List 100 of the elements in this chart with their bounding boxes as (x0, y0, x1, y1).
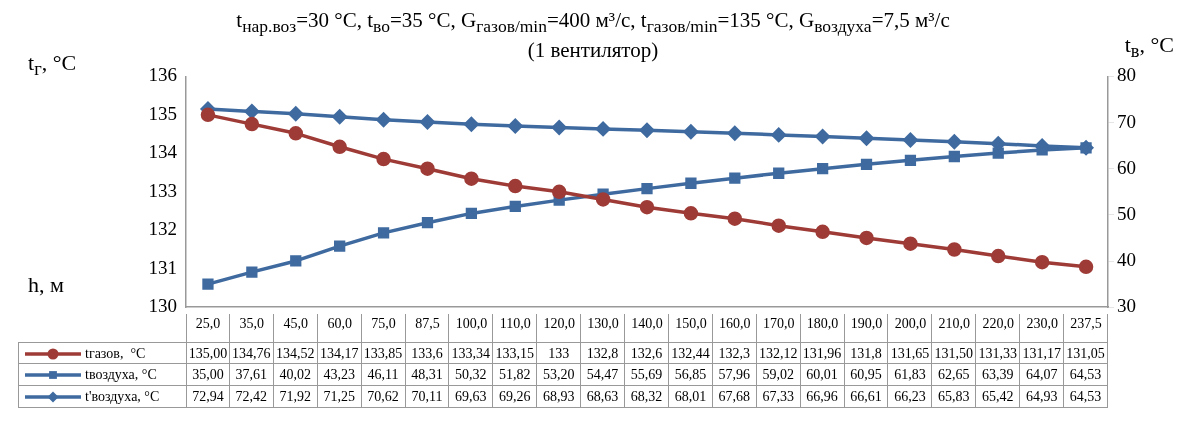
x-tick-label: 210,0 (938, 316, 971, 332)
data-label: 132,3 (712, 342, 757, 365)
x-tick-label: 140,0 (631, 316, 663, 332)
data-label: 131,05 (1064, 342, 1108, 365)
x-tick-label: 230,0 (1026, 316, 1058, 332)
data-label: 48,31 (405, 364, 450, 387)
x-tick-label: 180,0 (806, 316, 839, 332)
data-label: 64,93 (1020, 386, 1065, 409)
data-label: 64,53 (1064, 364, 1108, 387)
data-label: 133,85 (361, 342, 406, 365)
data-label: 50,32 (449, 364, 494, 387)
data-label: 63,39 (976, 364, 1021, 387)
data-label: 72,94 (186, 386, 230, 409)
data-label: 64,07 (1020, 364, 1065, 387)
data-label: 66,61 (844, 386, 889, 409)
x-tick-label: 220,0 (982, 316, 1014, 332)
data-label: 37,61 (229, 364, 274, 387)
data-label: 67,33 (756, 386, 801, 409)
x-tick-label: 45,0 (283, 316, 309, 332)
x-tick-label: 35,0 (239, 316, 265, 332)
y-tick-label: 133 (148, 179, 177, 201)
data-label: 72,42 (229, 386, 274, 409)
legend-label: tгазов, °C (85, 345, 146, 364)
legend-label: t'воздуха, °C (85, 388, 160, 407)
y2-tick-label: 80 (1117, 64, 1136, 86)
y-tick-label: 130 (148, 295, 177, 317)
data-label: 60,01 (800, 364, 845, 387)
data-label: 59,02 (756, 364, 801, 387)
data-label: 61,83 (888, 364, 933, 387)
data-label: 55,69 (625, 364, 669, 387)
data-label: 131,65 (888, 342, 933, 365)
data-label: 131,50 (932, 342, 977, 365)
y-tick-label: 135 (148, 103, 177, 125)
x-tick-label: 100,0 (455, 316, 488, 332)
y2-tick-label: 70 (1117, 110, 1136, 132)
x-tick-label: 200,0 (894, 316, 927, 332)
data-label: 62,65 (932, 364, 977, 387)
y-tick-label: 136 (148, 64, 177, 86)
data-label: 132,6 (625, 342, 669, 365)
y-axis-title: t$_{г}$, °C (28, 50, 77, 81)
data-label: 132,44 (668, 342, 713, 365)
x-tick-label: 190,0 (850, 316, 883, 332)
data-label: 56,85 (668, 364, 713, 387)
data-label: 132,12 (756, 342, 801, 365)
data-label: 131,96 (800, 342, 845, 365)
data-label: 71,92 (273, 386, 318, 409)
x-tick-label: 25,0 (195, 316, 221, 332)
x-tick-label: 237,5 (1070, 316, 1102, 332)
data-label: 131,17 (1020, 342, 1065, 365)
y2-tick-label: 50 (1117, 203, 1136, 225)
data-label: 65,42 (976, 386, 1021, 409)
data-label: 66,23 (888, 386, 933, 409)
data-label: 57,96 (712, 364, 757, 387)
data-label: 68,63 (581, 386, 626, 409)
y2-axis-title: t$_{в}$, °C (1124, 32, 1174, 63)
data-label: 131,33 (976, 342, 1021, 365)
data-label: 131,8 (844, 342, 889, 365)
data-label: 51,82 (493, 364, 538, 387)
data-label: 60,95 (844, 364, 889, 387)
data-label: 35,00 (186, 364, 230, 387)
data-label: 40,02 (273, 364, 318, 387)
y2-tick-label: 30 (1117, 295, 1136, 317)
chart-title: t$_{нар.воз}$=30 °C, t$_{во}$=35 °C, G$_{газов/min}$=400 м³/с, t$_{газов/min}$=135 °C, G$_{воздуха}$=7,5 м³/с (236, 8, 950, 37)
x-tick-label: 130,0 (587, 316, 619, 332)
data-label: 68,01 (668, 386, 713, 409)
data-label: 134,17 (317, 342, 362, 365)
data-label: 66,96 (800, 386, 845, 409)
data-label: 54,47 (581, 364, 626, 387)
x-tick-label: 120,0 (543, 316, 575, 332)
x-tick-label: 110,0 (499, 316, 531, 332)
y-tick-label: 132 (148, 218, 177, 240)
y2-tick-label: 40 (1117, 249, 1136, 271)
y2-tick-label: 60 (1117, 156, 1136, 178)
data-label: 46,11 (361, 364, 406, 387)
data-label: 68,93 (537, 386, 582, 409)
data-label: 133,15 (493, 342, 538, 365)
data-label: 132,8 (581, 342, 626, 365)
data-label: 133,34 (449, 342, 494, 365)
data-label: 68,32 (625, 386, 669, 409)
data-label: 134,76 (229, 342, 274, 365)
data-label: 135,00 (186, 342, 230, 365)
data-label: 53,20 (537, 364, 582, 387)
data-label: 133,6 (405, 342, 450, 365)
data-label: 64,53 (1064, 386, 1108, 409)
data-label: 70,11 (405, 386, 450, 409)
data-label: 69,26 (493, 386, 538, 409)
x-tick-label: 87,5 (415, 316, 440, 332)
y-tick-label: 131 (148, 256, 177, 278)
x-tick-label: 170,0 (762, 316, 795, 332)
data-label: 134,52 (273, 342, 318, 365)
chart-subtitle: (1 вентилятор) (527, 38, 659, 63)
data-label: 70,62 (361, 386, 406, 409)
x-tick-label: 160,0 (719, 316, 751, 332)
x-tick-label: 60,0 (327, 316, 352, 332)
y-tick-label: 134 (148, 141, 178, 163)
x-axis-title: h, м (28, 272, 64, 299)
legend-label: tвоздуха, °C (85, 366, 157, 385)
x-tick-label: 150,0 (675, 316, 707, 332)
data-label: 133 (537, 342, 582, 365)
data-label: 65,83 (932, 386, 977, 409)
